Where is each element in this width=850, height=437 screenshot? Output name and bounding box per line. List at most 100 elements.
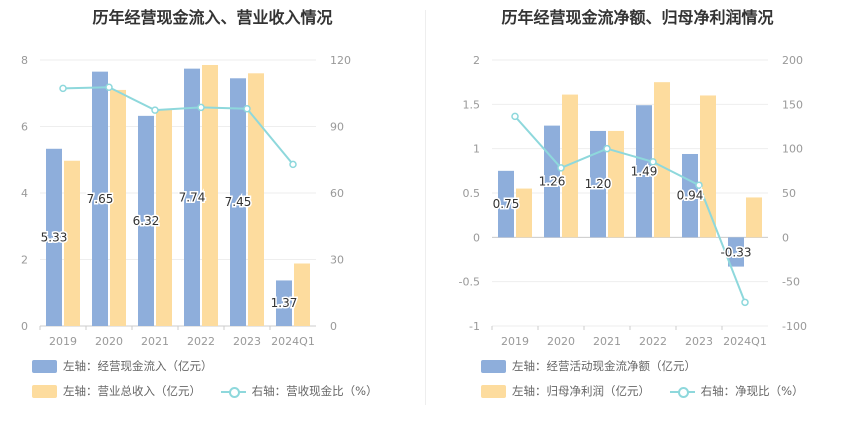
left-axis-tick-label: 1.5: [463, 98, 481, 111]
right-axis-tick-label: 0: [782, 231, 789, 244]
bar-blue: [138, 115, 154, 326]
x-axis-tick-label: 2020: [95, 335, 123, 348]
chart-panel-left: 历年经营现金流入、营业收入情况 0 2 4 6 8 0 30 60 90 120 2019 2020 2…: [21, 8, 378, 399]
left-axis-tick-label: 6: [21, 121, 28, 134]
legend-item-revenue[interactable]: 左轴：营业总收入（亿元）: [32, 383, 201, 399]
bar-orange: [156, 109, 172, 326]
bar-data-label: 5.33: [41, 230, 68, 244]
left-axis-tick-label: -1: [469, 320, 480, 333]
ratio-point: [557, 164, 565, 172]
ratio-point: [511, 112, 519, 121]
bar-orange: [248, 73, 264, 326]
left-axis-tick-label: 4: [21, 187, 28, 200]
x-axis-tick-label: 2019: [501, 335, 529, 348]
ratio-point: [59, 84, 67, 93]
chart-panel-right: 历年经营现金流净额、归母净利润情况 -1 -0.5 0 0.5 1 1.5 2 -100 -50…: [425, 0, 850, 437]
x-axis-tick-label: 2022: [639, 335, 667, 348]
legend-item-revenue-cash-ratio[interactable]: 右轴：营收现金比（%）: [220, 383, 378, 399]
left-axis-tick-label: 8: [21, 54, 28, 67]
bar-data-label: 6.32: [133, 214, 160, 228]
chart-svg-left: 0 2 4 6 8 0 30 60 90 120 2019 2020 2021 2022 2023 2024Q…: [21, 54, 351, 348]
left-axis-tick-label: 0: [473, 231, 480, 244]
right-axis-tick-label: 50: [782, 187, 796, 200]
x-axis-tick-label: 2024Q1: [723, 335, 767, 348]
bar-blue: [636, 105, 652, 238]
bar-orange: [746, 197, 762, 238]
bar-orange: [110, 89, 126, 326]
legend-line-marker-icon: [220, 385, 246, 398]
bar-orange: [700, 95, 716, 238]
bar-blue: [46, 148, 62, 326]
ratio-point: [151, 106, 159, 114]
bar-data-label: 1.20: [585, 177, 612, 191]
right-axis-tick-label: 30: [330, 254, 344, 267]
bar-blue: [498, 170, 514, 238]
right-axis-tick-label: 120: [330, 54, 351, 67]
left-axis-tick-label: 2: [473, 54, 480, 67]
left-axis-tick-label: -0.5: [459, 276, 480, 289]
legend-swatch-orange-icon: [32, 384, 57, 398]
x-axis-tick-label: 2020: [547, 335, 575, 348]
bar-blue: [276, 280, 292, 326]
x-axis-tick-label: 2023: [233, 335, 261, 348]
legend-line-marker-icon: [669, 385, 695, 398]
bar-data-label: 1.26: [539, 174, 566, 188]
legend-item-net-cash-ratio[interactable]: 右轴：净现比（%）: [669, 383, 804, 399]
bar-data-label: 0.94: [677, 189, 704, 203]
legend-item-net-profit[interactable]: 左轴：归母净利润（亿元）: [481, 383, 650, 399]
left-axis-tick-label: 2: [21, 254, 28, 267]
left-axis-tick-label: 0: [21, 320, 28, 333]
left-axis-tick-label: 1: [473, 143, 480, 156]
legend-swatch-blue-icon: [32, 359, 57, 373]
ratio-line: [62, 86, 294, 166]
ratio-point: [289, 160, 297, 169]
right-axis-tick-label: -100: [782, 320, 807, 333]
bar-orange: [516, 188, 532, 238]
ratio-line: [514, 115, 746, 303]
bar-data-label: 1.37: [271, 296, 298, 310]
ratio-point: [197, 103, 205, 112]
bar-blue: [682, 153, 698, 238]
ratio-point: [741, 298, 749, 307]
bar-orange: [654, 82, 670, 238]
ratio-point: [603, 144, 611, 153]
bar-data-label: -0.33: [720, 246, 751, 260]
panel-divider: [425, 10, 426, 405]
right-axis-tick-label: -50: [782, 276, 800, 289]
x-axis-tick-label: 2022: [187, 335, 215, 348]
right-axis-tick-label: 200: [782, 54, 803, 67]
chart-title-left: 历年经营现金流入、营业收入情况: [92, 8, 333, 27]
bar-data-label: 7.65: [87, 192, 114, 206]
bar-orange: [294, 263, 310, 326]
bar-orange: [608, 130, 624, 238]
x-axis-tick-label: 2024Q1: [271, 335, 315, 348]
chart-svg-right: -1 -0.5 0 0.5 1 1.5 2 -100 -50 0 50 100 150 200 2019 20…: [459, 54, 807, 348]
bar-orange: [64, 160, 80, 326]
legend-item-op-cash-net[interactable]: 左轴：经营活动现金流净额（亿元）: [481, 358, 696, 374]
legend-item-cash-inflow[interactable]: 左轴：经营现金流入（亿元）: [32, 358, 213, 374]
bar-blue: [590, 130, 606, 238]
right-axis-tick-label: 60: [330, 187, 344, 200]
bar-orange: [562, 94, 578, 238]
chart-title-right: 历年经营现金流净额、归母净利润情况: [501, 8, 774, 27]
bar-blue: [230, 78, 246, 326]
bar-blue: [184, 68, 200, 327]
right-axis-tick-label: 100: [782, 143, 803, 156]
ratio-point: [105, 83, 113, 92]
x-axis-tick-label: 2023: [685, 335, 713, 348]
x-axis-tick-label: 2021: [141, 335, 169, 348]
ratio-point: [695, 181, 703, 189]
bar-blue: [728, 237, 744, 267]
legend-swatch-orange-icon: [481, 384, 506, 398]
right-axis-tick-label: 90: [330, 121, 344, 134]
bar-data-label: 7.74: [179, 190, 206, 204]
bar-data-label: 1.49: [631, 164, 658, 178]
x-axis-tick-label: 2019: [49, 335, 77, 348]
right-axis-tick-label: 150: [782, 98, 803, 111]
legend-swatch-blue-icon: [481, 359, 506, 373]
ratio-point: [243, 105, 251, 113]
bar-data-label: 7.45: [225, 195, 252, 209]
bar-data-label: 0.75: [493, 197, 520, 211]
right-axis-tick-label: 0: [330, 320, 337, 333]
bar-orange: [202, 64, 218, 327]
